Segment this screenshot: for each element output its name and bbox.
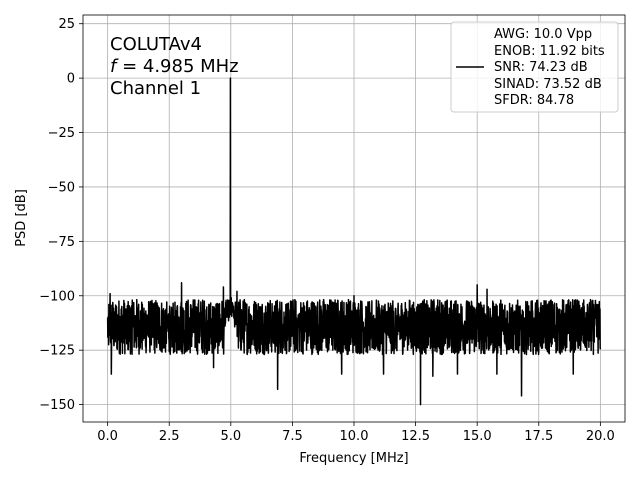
legend-entry-awg: AWG: 10.0 Vpp: [494, 27, 592, 42]
legend-entry-snr: SNR: 74.23 dB: [494, 60, 588, 75]
x-tick-label: 7.5: [282, 429, 303, 444]
legend: AWG: 10.0 Vpp ENOB: 11.92 bits SNR: 74.2…: [450, 21, 619, 113]
annotation-channel: Channel 1: [110, 78, 201, 99]
x-tick-label: 12.5: [401, 429, 430, 444]
legend-box: [450, 21, 619, 113]
y-tick-label: −125: [39, 344, 75, 359]
y-tick-label: −25: [48, 126, 75, 141]
x-tick-label: 20.0: [586, 429, 615, 444]
y-tick-label: 0: [67, 72, 75, 87]
annotation: COLUTAv4 f = 4.985 MHz Channel 1: [110, 34, 239, 99]
x-axis-ticks: 0.0 2.5 5.0 7.5 10.0 12.5 15.0 17.5 20.0: [97, 422, 615, 444]
x-axis-label: Frequency [MHz]: [299, 451, 408, 466]
x-tick-label: 5.0: [220, 429, 241, 444]
y-tick-label: −75: [48, 235, 75, 250]
psd-series-line: [106, 77, 602, 406]
y-axis-ticks: 25 0 −25 −50 −75 −100 −125 −150: [39, 17, 83, 413]
series-layer: [106, 77, 602, 406]
x-tick-label: 15.0: [463, 429, 492, 444]
legend-entry-sinad: SINAD: 73.52 dB: [494, 77, 602, 92]
legend-entry-sfdr: SFDR: 84.78: [494, 93, 574, 108]
annotation-device: COLUTAv4: [110, 34, 202, 55]
y-tick-label: 25: [58, 17, 75, 32]
annotation-frequency: f = 4.985 MHz: [110, 56, 239, 77]
y-axis-label: PSD [dB]: [14, 189, 29, 247]
legend-entry-enob: ENOB: 11.92 bits: [494, 44, 605, 59]
y-tick-label: −100: [39, 289, 75, 304]
annotation-frequency-var: f: [110, 56, 119, 77]
x-tick-label: 2.5: [159, 429, 180, 444]
x-tick-label: 10.0: [340, 429, 369, 444]
x-tick-label: 0.0: [97, 429, 118, 444]
annotation-frequency-value: = 4.985 MHz: [116, 56, 238, 77]
y-tick-label: −50: [48, 180, 75, 195]
y-tick-label: −150: [39, 398, 75, 413]
x-tick-label: 17.5: [524, 429, 553, 444]
